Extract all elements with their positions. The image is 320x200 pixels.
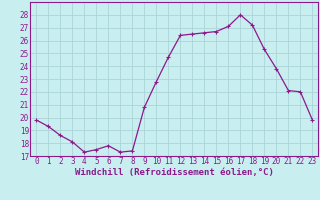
X-axis label: Windchill (Refroidissement éolien,°C): Windchill (Refroidissement éolien,°C) bbox=[75, 168, 274, 177]
